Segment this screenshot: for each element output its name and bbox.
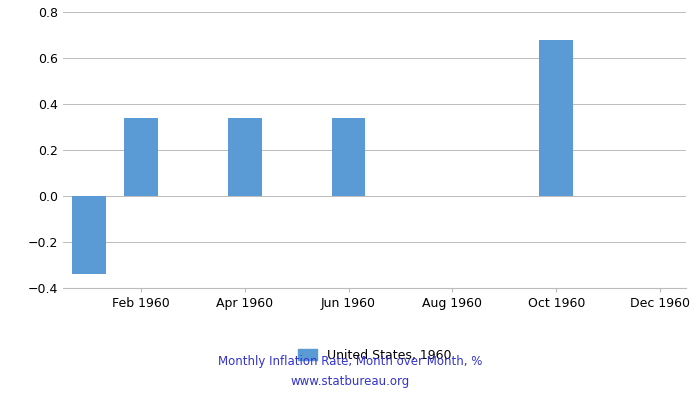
Text: www.statbureau.org: www.statbureau.org	[290, 376, 410, 388]
Bar	[72, 196, 106, 274]
Bar	[124, 118, 158, 196]
Legend: United States, 1960: United States, 1960	[293, 344, 456, 367]
Text: Monthly Inflation Rate, Month over Month, %: Monthly Inflation Rate, Month over Month…	[218, 356, 482, 368]
Bar	[539, 40, 573, 196]
Bar	[332, 118, 365, 196]
Bar	[228, 118, 262, 196]
